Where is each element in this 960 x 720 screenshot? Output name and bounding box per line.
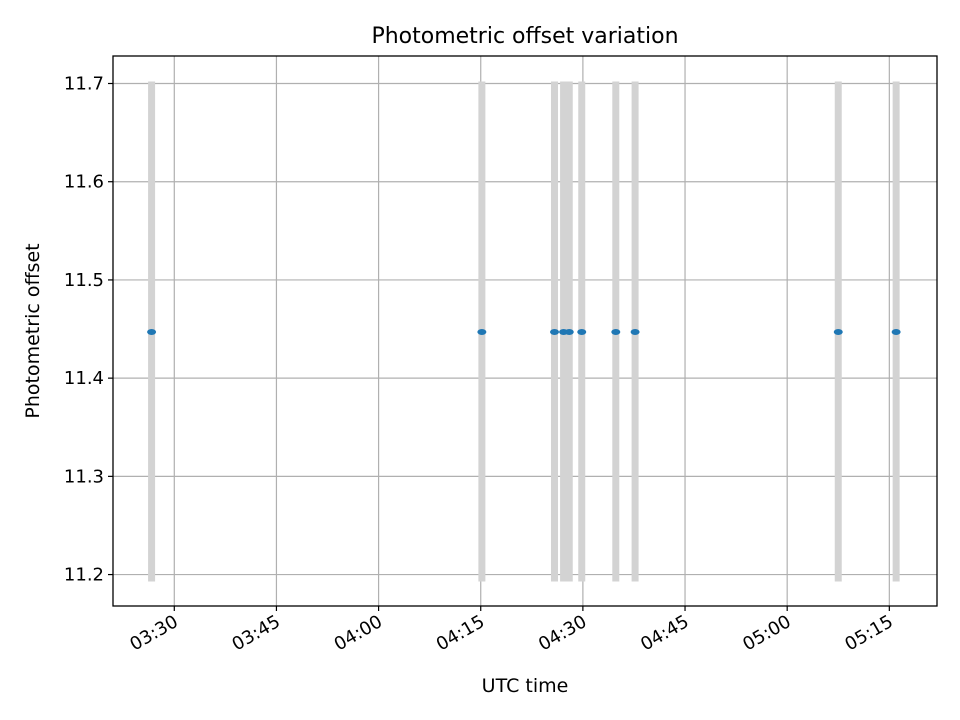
plot-area-background [113, 56, 937, 606]
x-axis-label: UTC time [482, 675, 569, 697]
y-tick-label: 11.4 [64, 368, 104, 389]
y-tick-label: 11.5 [64, 270, 104, 291]
y-axis-label: Photometric offset [22, 243, 44, 418]
data-point [550, 328, 560, 335]
y-tick-label: 11.2 [64, 565, 104, 586]
data-point [611, 328, 621, 335]
y-tick-label: 11.7 [64, 74, 104, 95]
data-point [477, 328, 487, 335]
data-point [630, 328, 640, 335]
y-tick-label: 11.6 [64, 172, 104, 193]
data-point [833, 328, 843, 335]
data-point [564, 328, 574, 335]
data-point [891, 328, 901, 335]
plot-frame [112, 55, 938, 607]
data-points [147, 328, 901, 335]
data-point [147, 328, 157, 335]
chart-title: Photometric offset variation [371, 24, 678, 49]
data-point [577, 328, 587, 335]
y-tick-label: 11.3 [64, 466, 104, 487]
grid [113, 56, 937, 606]
